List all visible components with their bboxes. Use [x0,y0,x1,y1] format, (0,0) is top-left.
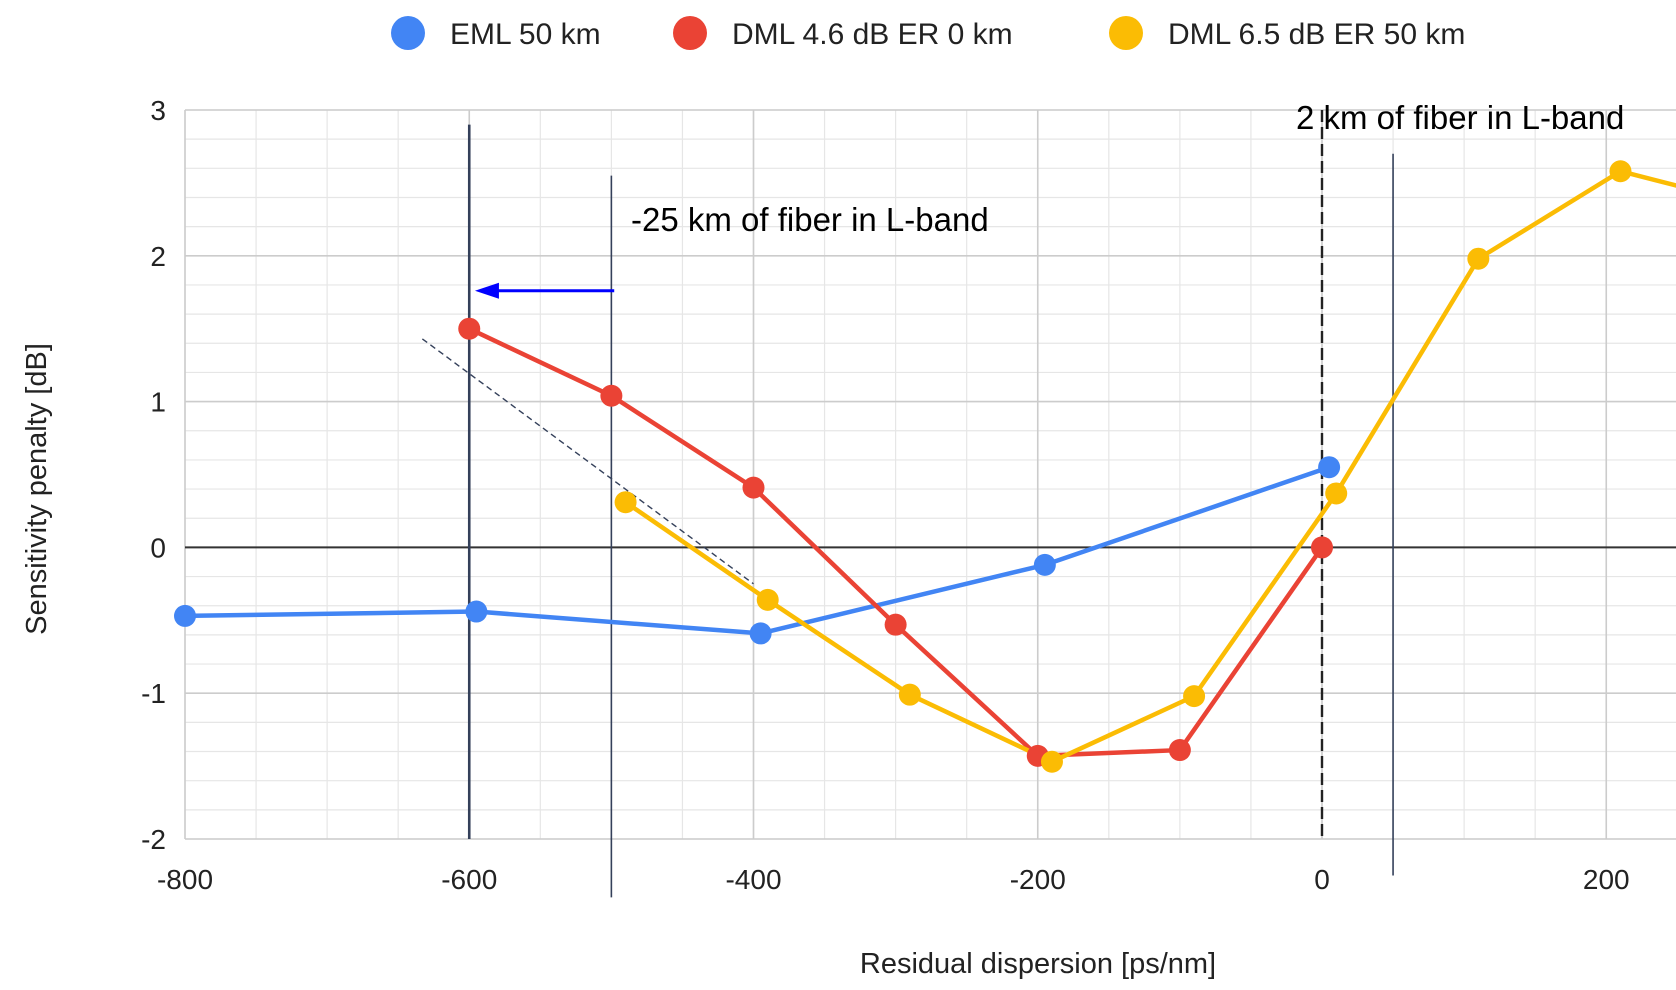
legend-marker [391,16,425,50]
y-tick-label: 2 [150,241,166,272]
y-tick-label: 3 [150,95,166,126]
x-tick-label: -400 [725,864,781,895]
series-point-2 [1609,160,1632,183]
series-point-0 [1033,553,1056,576]
y-tick-label: 0 [150,532,166,563]
y-tick-labels: 3 2 1 0 -1 -2 [141,95,166,855]
arrow-head [474,282,499,299]
legend: EML 50 km DML 4.6 dB ER 0 km DML 6.5 dB ER… [391,16,1465,51]
series-point-0 [749,622,772,645]
annotation-label: -25 km of fiber in L-band [631,201,989,238]
dashed-trend-line [421,338,754,585]
series-point-1 [1311,536,1333,559]
legend-label: EML 50 km [450,18,601,51]
series-point-1 [600,384,623,407]
x-tick-label: -200 [1010,864,1066,895]
series-line-2 [624,168,1676,764]
y-tick-label: 1 [150,387,166,418]
series-point-2 [1325,482,1348,505]
x-tick-label: 200 [1583,864,1630,895]
series-point-2 [756,588,779,611]
x-tick-label: 0 [1314,864,1330,895]
series-point-2 [898,683,921,706]
series-point-0 [465,600,488,623]
arrow-annotation [474,282,615,299]
series-point-1 [458,317,481,340]
trend-dashed-line [421,338,754,585]
annotations: -25 km of fiber in L-band 2 km of fiber i… [631,99,1624,238]
series-point-2 [614,491,637,514]
series-point-2 [1467,247,1490,270]
legend-marker [1109,16,1143,50]
y-axis-title: Sensitivity penalty [dB] [21,343,53,635]
series-point-2 [1040,750,1063,773]
series-point-1 [884,613,907,636]
legend-marker [673,16,707,50]
x-tick-labels: -800 -600 -400 -200 0 200 [157,864,1630,895]
series-point-0 [1318,456,1341,479]
legend-label: DML 6.5 dB ER 50 km [1168,18,1465,51]
series-points [174,160,1632,773]
y-tick-label: -1 [141,678,166,709]
series-lines [184,168,1676,764]
annotation-label: 2 km of fiber in L-band [1296,99,1624,136]
y-tick-label: -2 [141,824,166,855]
series-point-2 [1183,685,1206,708]
series-point-0 [174,604,196,627]
x-tick-label: -600 [441,864,497,895]
legend-label: DML 4.6 dB ER 0 km [732,18,1013,51]
x-axis-title: Residual dispersion [ps/nm] [860,948,1216,980]
series-point-1 [742,476,765,499]
series-point-1 [1168,739,1191,762]
x-tick-label: -800 [157,864,213,895]
